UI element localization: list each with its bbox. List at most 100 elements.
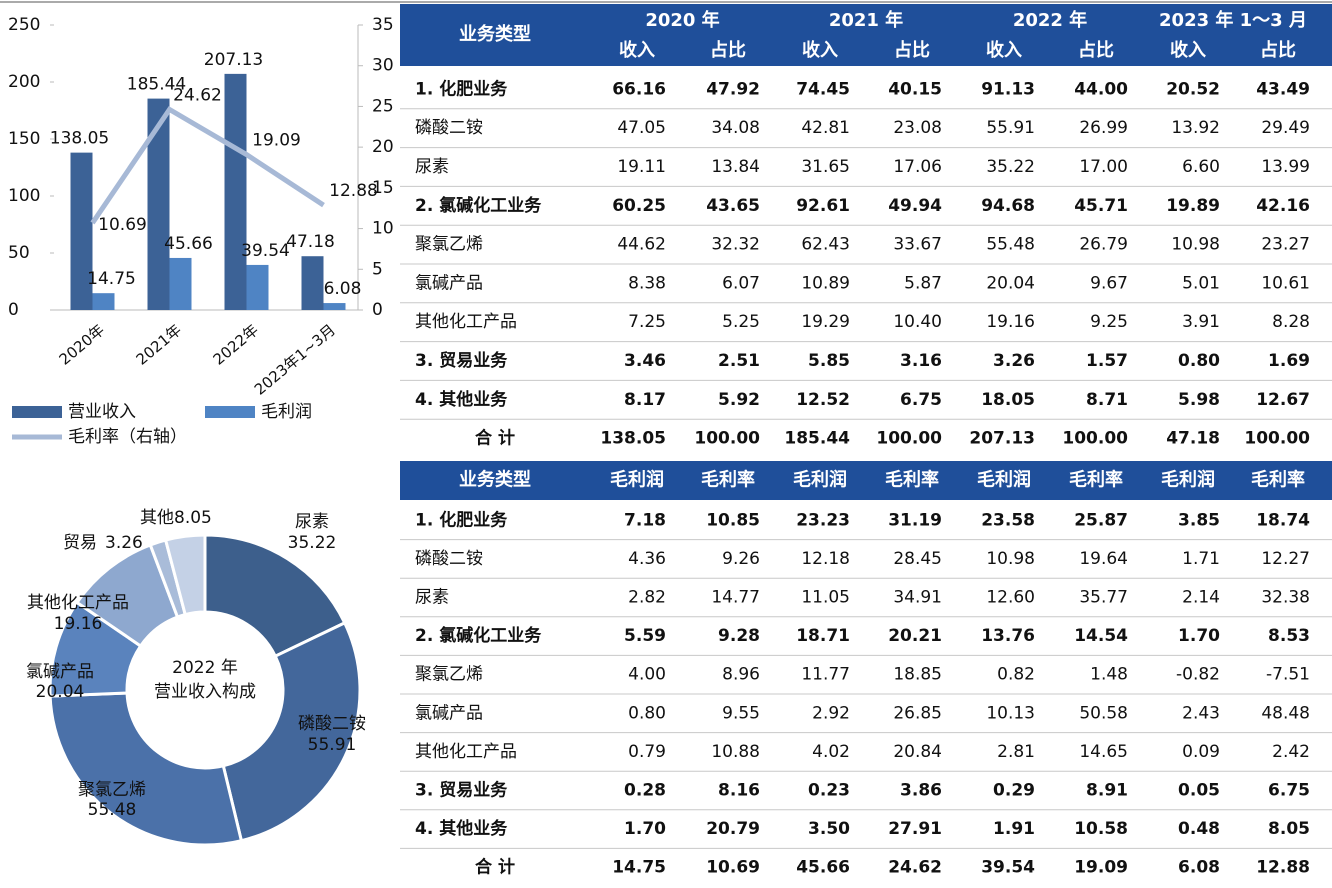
data-label: 185.44 [127,75,186,95]
header-group: 2020 年 [645,9,719,31]
table-cell: 23.58 [981,510,1035,530]
header-cell: 收入 [619,39,655,61]
table-cell: 19.16 [986,312,1035,332]
y-tick-label: 0 [8,300,19,320]
table-cell: 20.52 [1166,79,1220,99]
table-cell: 19.11 [617,157,666,177]
table-cell: 94.68 [981,196,1035,216]
data-label: 47.18 [286,232,335,252]
table-cell: 100.00 [694,429,760,449]
table-cell: 28.45 [893,549,942,569]
header-cell: 毛利率 [701,469,755,491]
table-cell: 1.57 [1086,351,1128,371]
table-cell: 8.05 [1268,819,1310,839]
bar [70,152,93,310]
table-cell: 0.29 [993,781,1035,801]
table-cell: 20.84 [893,742,942,762]
table-cell: 91.13 [981,79,1035,99]
y2-tick-label: 25 [372,96,394,116]
table-cell: 12.27 [1261,549,1310,569]
table-cell: 55.91 [986,118,1035,138]
table-cell: 4.36 [628,549,666,569]
table-cell: 11.05 [801,588,850,608]
table-cell: 3.16 [900,351,942,371]
header-cell: 占比 [710,39,746,61]
table-cell: 207.13 [969,429,1035,449]
table-cell: 3.86 [900,781,942,801]
table-cell: 20.21 [888,626,942,646]
table-cell: 23.23 [796,510,850,530]
table-cell: 0.23 [808,781,850,801]
table-cell: 10.98 [986,549,1035,569]
table-cell: 29.49 [1261,118,1310,138]
row-label: 氯碱产品 [415,273,483,293]
row-label: 聚氯乙烯 [415,665,483,685]
header-cell: 毛利率 [885,469,939,491]
legend-swatch [12,406,62,418]
table-cell: 31.19 [888,510,942,530]
table-cell: 19.09 [1074,858,1128,878]
table-cell: 45.71 [1074,196,1128,216]
row-label: 2. 氯碱化工业务 [415,195,542,216]
data-label: 12.88 [329,181,378,201]
header-cell: 占比 [1260,39,1296,61]
table-cell: -0.82 [1176,665,1220,685]
table-cell: 45.66 [796,858,850,878]
header-cell: 业务类型 [459,23,531,45]
slice-name: 其他化工产品 [27,593,129,613]
table-cell: 6.75 [900,390,942,410]
table-cell: 8.17 [624,390,666,410]
table-cell: 4.00 [628,665,666,685]
table-cell: 10.88 [711,742,760,762]
table-cell: 9.67 [1090,273,1128,293]
x-tick-label: 2022年 [210,321,262,369]
y-tick-label: 200 [8,72,40,92]
table-cell: 7.18 [624,510,666,530]
table-cell: 10.58 [1074,819,1128,839]
table-cell: 25.87 [1074,510,1128,530]
x-tick-label: 2021年 [133,321,185,369]
row-label: 尿素 [415,588,449,608]
table-cell: 12.67 [1256,390,1310,410]
row-label: 4. 其他业务 [415,818,508,839]
bar [92,293,115,310]
bar [224,73,247,311]
slice-value: 8.05 [174,508,212,528]
table-cell: 9.55 [722,703,760,723]
row-label: 2. 氯碱化工业务 [415,625,542,646]
table-cell: 0.82 [997,665,1035,685]
y2-tick-label: 5 [372,259,383,279]
slice-name: 聚氯乙烯 [78,780,146,800]
table-cell: 8.96 [722,665,760,685]
table-cell: 17.06 [893,157,942,177]
table-cell: 13.76 [981,626,1035,646]
table-cell: 0.05 [1178,781,1220,801]
table-cell: 1.71 [1182,549,1220,569]
table-cell: 13.99 [1261,157,1310,177]
table-cell: 49.94 [888,196,942,216]
table-cell: 43.65 [706,196,760,216]
table-cell: 3.85 [1178,510,1220,530]
table-cell: 10.85 [706,510,760,530]
table-cell: 44.00 [1074,79,1128,99]
pie-title: 2022 年 [172,658,238,678]
table-cell: 5.59 [624,626,666,646]
header-cell: 毛利润 [1161,469,1215,491]
table-cell: 2.51 [718,351,760,371]
table-cell: 43.49 [1256,79,1310,99]
table-cell: 10.61 [1261,273,1310,293]
header-cell: 占比 [1078,39,1114,61]
table-cell: 6.60 [1182,157,1220,177]
table-cell: 0.48 [1178,819,1220,839]
data-label: 45.66 [164,234,213,254]
table-cell: 40.15 [888,79,942,99]
header-cell: 收入 [1170,39,1206,61]
row-label: 合 计 [475,857,515,878]
table-cell: 66.16 [612,79,666,99]
table-cell: 20.79 [706,819,760,839]
header-group: 2021 年 [829,9,903,31]
table-cell: 6.08 [1178,858,1220,878]
line-series [90,106,325,225]
